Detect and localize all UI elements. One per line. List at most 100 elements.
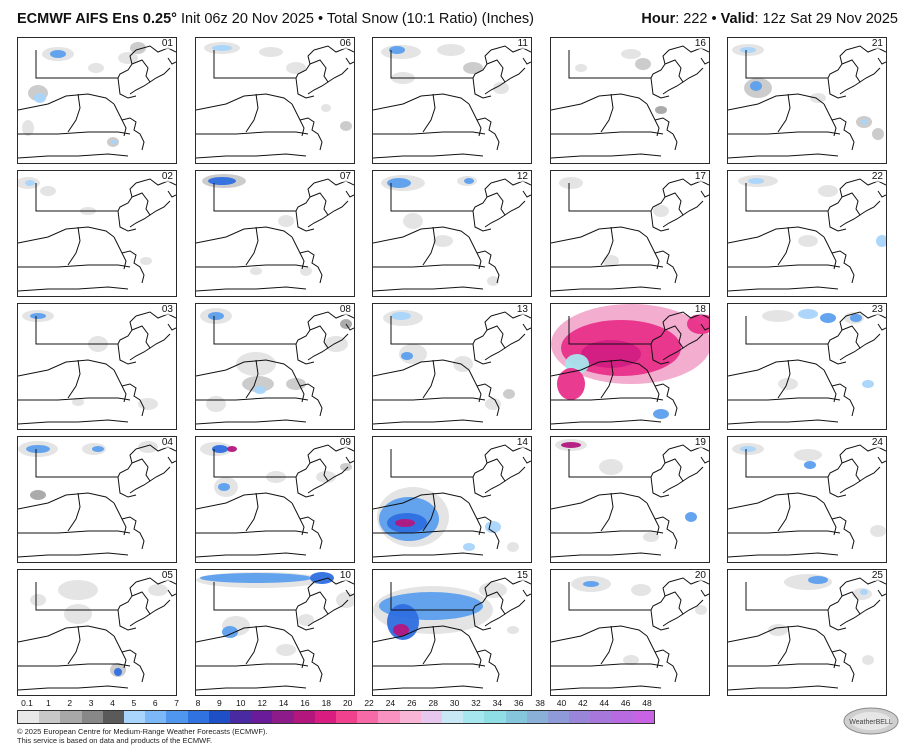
state-boundary (18, 625, 115, 643)
state-boundary (167, 57, 176, 65)
state-boundary (213, 581, 315, 611)
state-boundary (196, 552, 307, 558)
state-boundary (307, 325, 329, 361)
state-boundary (823, 369, 837, 403)
snow-contour (111, 140, 117, 144)
snow-contour (798, 235, 818, 247)
ensemble-panel: 15 (372, 569, 532, 696)
state-boundary (291, 103, 305, 137)
snow-contour (557, 368, 585, 400)
member-number: 16 (693, 38, 707, 49)
colorbar-label: 5 (131, 698, 137, 708)
member-number: 12 (515, 171, 529, 182)
snow-contour (34, 93, 46, 103)
state-boundary (682, 333, 704, 349)
colorbar-swatch (548, 711, 570, 723)
colorbar-swatch (420, 711, 443, 723)
colorbar-label: 22 (364, 698, 374, 708)
valid-value: : 12z Sat 29 Nov 2025 (754, 11, 899, 27)
state-boundary (728, 397, 841, 401)
state-boundary (877, 589, 886, 597)
state-boundary (823, 103, 837, 137)
state-boundary (390, 448, 492, 478)
state-boundary (149, 67, 171, 83)
state-boundary (646, 502, 660, 536)
state-boundary (295, 609, 315, 631)
colorbar-swatch (463, 711, 485, 723)
state-boundary (728, 419, 839, 425)
snow-contour (336, 592, 354, 608)
state-boundary (650, 343, 670, 365)
colorbar-legend: 0.1 1 2 3 4 5 6 7 8 9 10 12 14 16 18 20 22 24 26 28 30 32 34 36… (17, 698, 657, 726)
member-number: 06 (338, 38, 352, 49)
snow-contour (30, 594, 46, 606)
colorbar-swatch (569, 711, 591, 723)
ensemble-panel: 19 (550, 436, 710, 563)
state-boundary (117, 609, 137, 631)
colorbar-swatch (611, 711, 633, 723)
snow-contour (561, 442, 581, 448)
state-boundary (472, 343, 492, 365)
state-boundary (654, 516, 678, 550)
state-boundary (490, 444, 531, 452)
state-boundary (245, 492, 259, 532)
state-boundary (859, 67, 881, 83)
panel-map (196, 572, 354, 691)
colorbar-label: 40 (556, 698, 567, 708)
snow-contour (395, 519, 415, 527)
snow-contour (64, 604, 92, 624)
state-boundary (295, 77, 315, 99)
snow-contour (862, 655, 874, 665)
colorbar-label: 6 (152, 698, 158, 708)
state-boundary (373, 492, 470, 510)
state-boundary (662, 192, 684, 228)
snow-contour (236, 352, 276, 376)
colorbar-labels: 0.1 1 2 3 4 5 6 7 8 9 10 12 14 16 18 20 22 24 26 28 30 32 34 36… (17, 698, 657, 710)
state-boundary (700, 589, 709, 597)
state-boundary (662, 458, 684, 494)
ensemble-panel: 09 (195, 436, 355, 563)
member-number: 20 (693, 570, 707, 581)
state-boundary (167, 190, 176, 198)
state-boundary (777, 492, 791, 532)
panel-map (728, 574, 886, 691)
colorbar-label: 10 (236, 698, 246, 708)
state-boundary (668, 444, 709, 452)
colorbar-swatch (442, 711, 464, 723)
state-boundary (373, 663, 486, 667)
state-boundary (551, 286, 662, 292)
state-boundary (827, 77, 847, 99)
colorbar-label: 16 (300, 698, 310, 708)
state-boundary (484, 458, 506, 494)
state-boundary (568, 581, 670, 611)
state-boundary (859, 599, 881, 615)
state-boundary (345, 190, 354, 198)
snow-contour (695, 605, 707, 615)
snow-contour (818, 185, 838, 197)
valid-time: Hour: 222 • Valid: 12z Sat 29 Nov 2025 (641, 11, 898, 27)
state-boundary (827, 476, 847, 498)
state-boundary (551, 530, 664, 534)
state-boundary (522, 190, 531, 198)
colorbar-label: 0.1 (21, 698, 33, 708)
state-boundary (728, 492, 825, 510)
snow-contour (118, 52, 138, 64)
state-boundary (390, 581, 492, 611)
state-boundary (654, 383, 678, 417)
state-boundary (18, 685, 129, 691)
state-boundary (135, 444, 176, 452)
state-boundary (327, 200, 349, 216)
state-boundary (682, 466, 704, 482)
ensemble-panel: 04 (17, 436, 177, 563)
state-boundary (551, 93, 648, 111)
state-boundary (728, 663, 841, 667)
state-boundary (345, 456, 354, 464)
state-boundary (121, 117, 145, 151)
state-boundary (313, 444, 354, 452)
state-boundary (149, 466, 171, 482)
state-boundary (823, 635, 837, 669)
state-boundary (196, 530, 309, 534)
state-boundary (490, 577, 531, 585)
snow-contour (200, 573, 312, 583)
state-boundary (121, 250, 145, 284)
